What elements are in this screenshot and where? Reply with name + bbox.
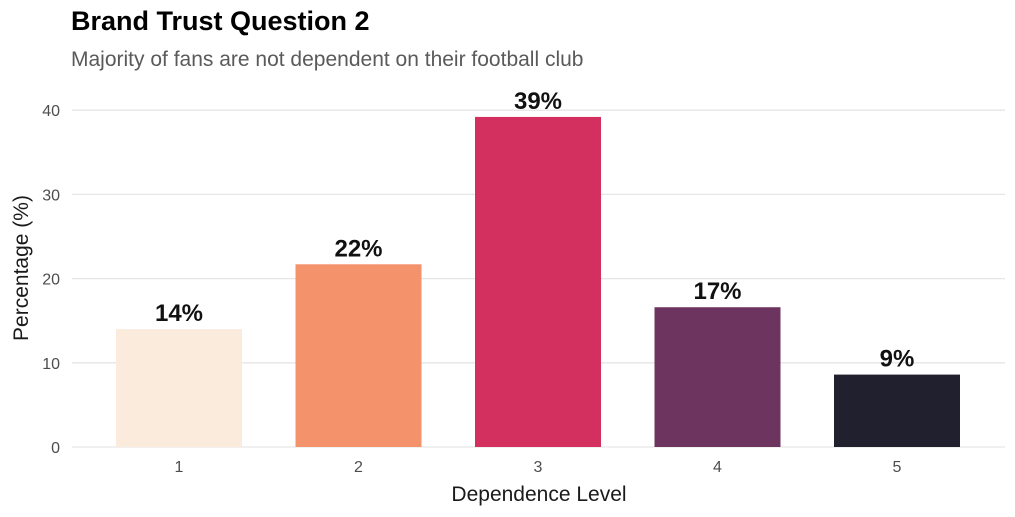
y-tick-label: 10 xyxy=(42,356,60,373)
bars xyxy=(116,116,960,447)
bar-3 xyxy=(475,116,601,447)
bar-1 xyxy=(116,329,242,447)
data-label-5: 9% xyxy=(880,346,915,373)
bar-2 xyxy=(295,264,422,447)
data-label-1: 14% xyxy=(155,300,203,327)
x-axis-ticks: 1 2 3 4 5 xyxy=(175,459,902,476)
y-tick-label: 20 xyxy=(42,272,60,289)
x-tick-label-1: 1 xyxy=(175,459,184,476)
data-label-4: 17% xyxy=(693,278,741,305)
x-tick-label-5: 5 xyxy=(893,459,902,476)
y-axis-ticks: 0 10 20 30 40 xyxy=(42,103,60,457)
y-tick-label: 0 xyxy=(51,440,60,457)
bar-5 xyxy=(834,374,960,447)
data-label-2: 22% xyxy=(334,235,382,262)
x-tick-label-3: 3 xyxy=(534,459,543,476)
bar-4 xyxy=(654,307,781,447)
chart-title: Brand Trust Question 2 xyxy=(71,6,370,36)
x-tick-label-2: 2 xyxy=(354,459,363,476)
y-tick-label: 40 xyxy=(42,103,60,120)
x-tick-label-4: 4 xyxy=(713,459,722,476)
y-axis-title: Percentage (%) xyxy=(10,195,33,341)
x-axis-title: Dependence Level xyxy=(451,483,626,506)
data-label-3: 39% xyxy=(514,88,562,115)
chart-subtitle: Majority of fans are not dependent on th… xyxy=(71,48,584,71)
y-tick-label: 30 xyxy=(42,187,60,204)
data-labels: 14% 22% 39% 17% 9% xyxy=(155,88,914,373)
